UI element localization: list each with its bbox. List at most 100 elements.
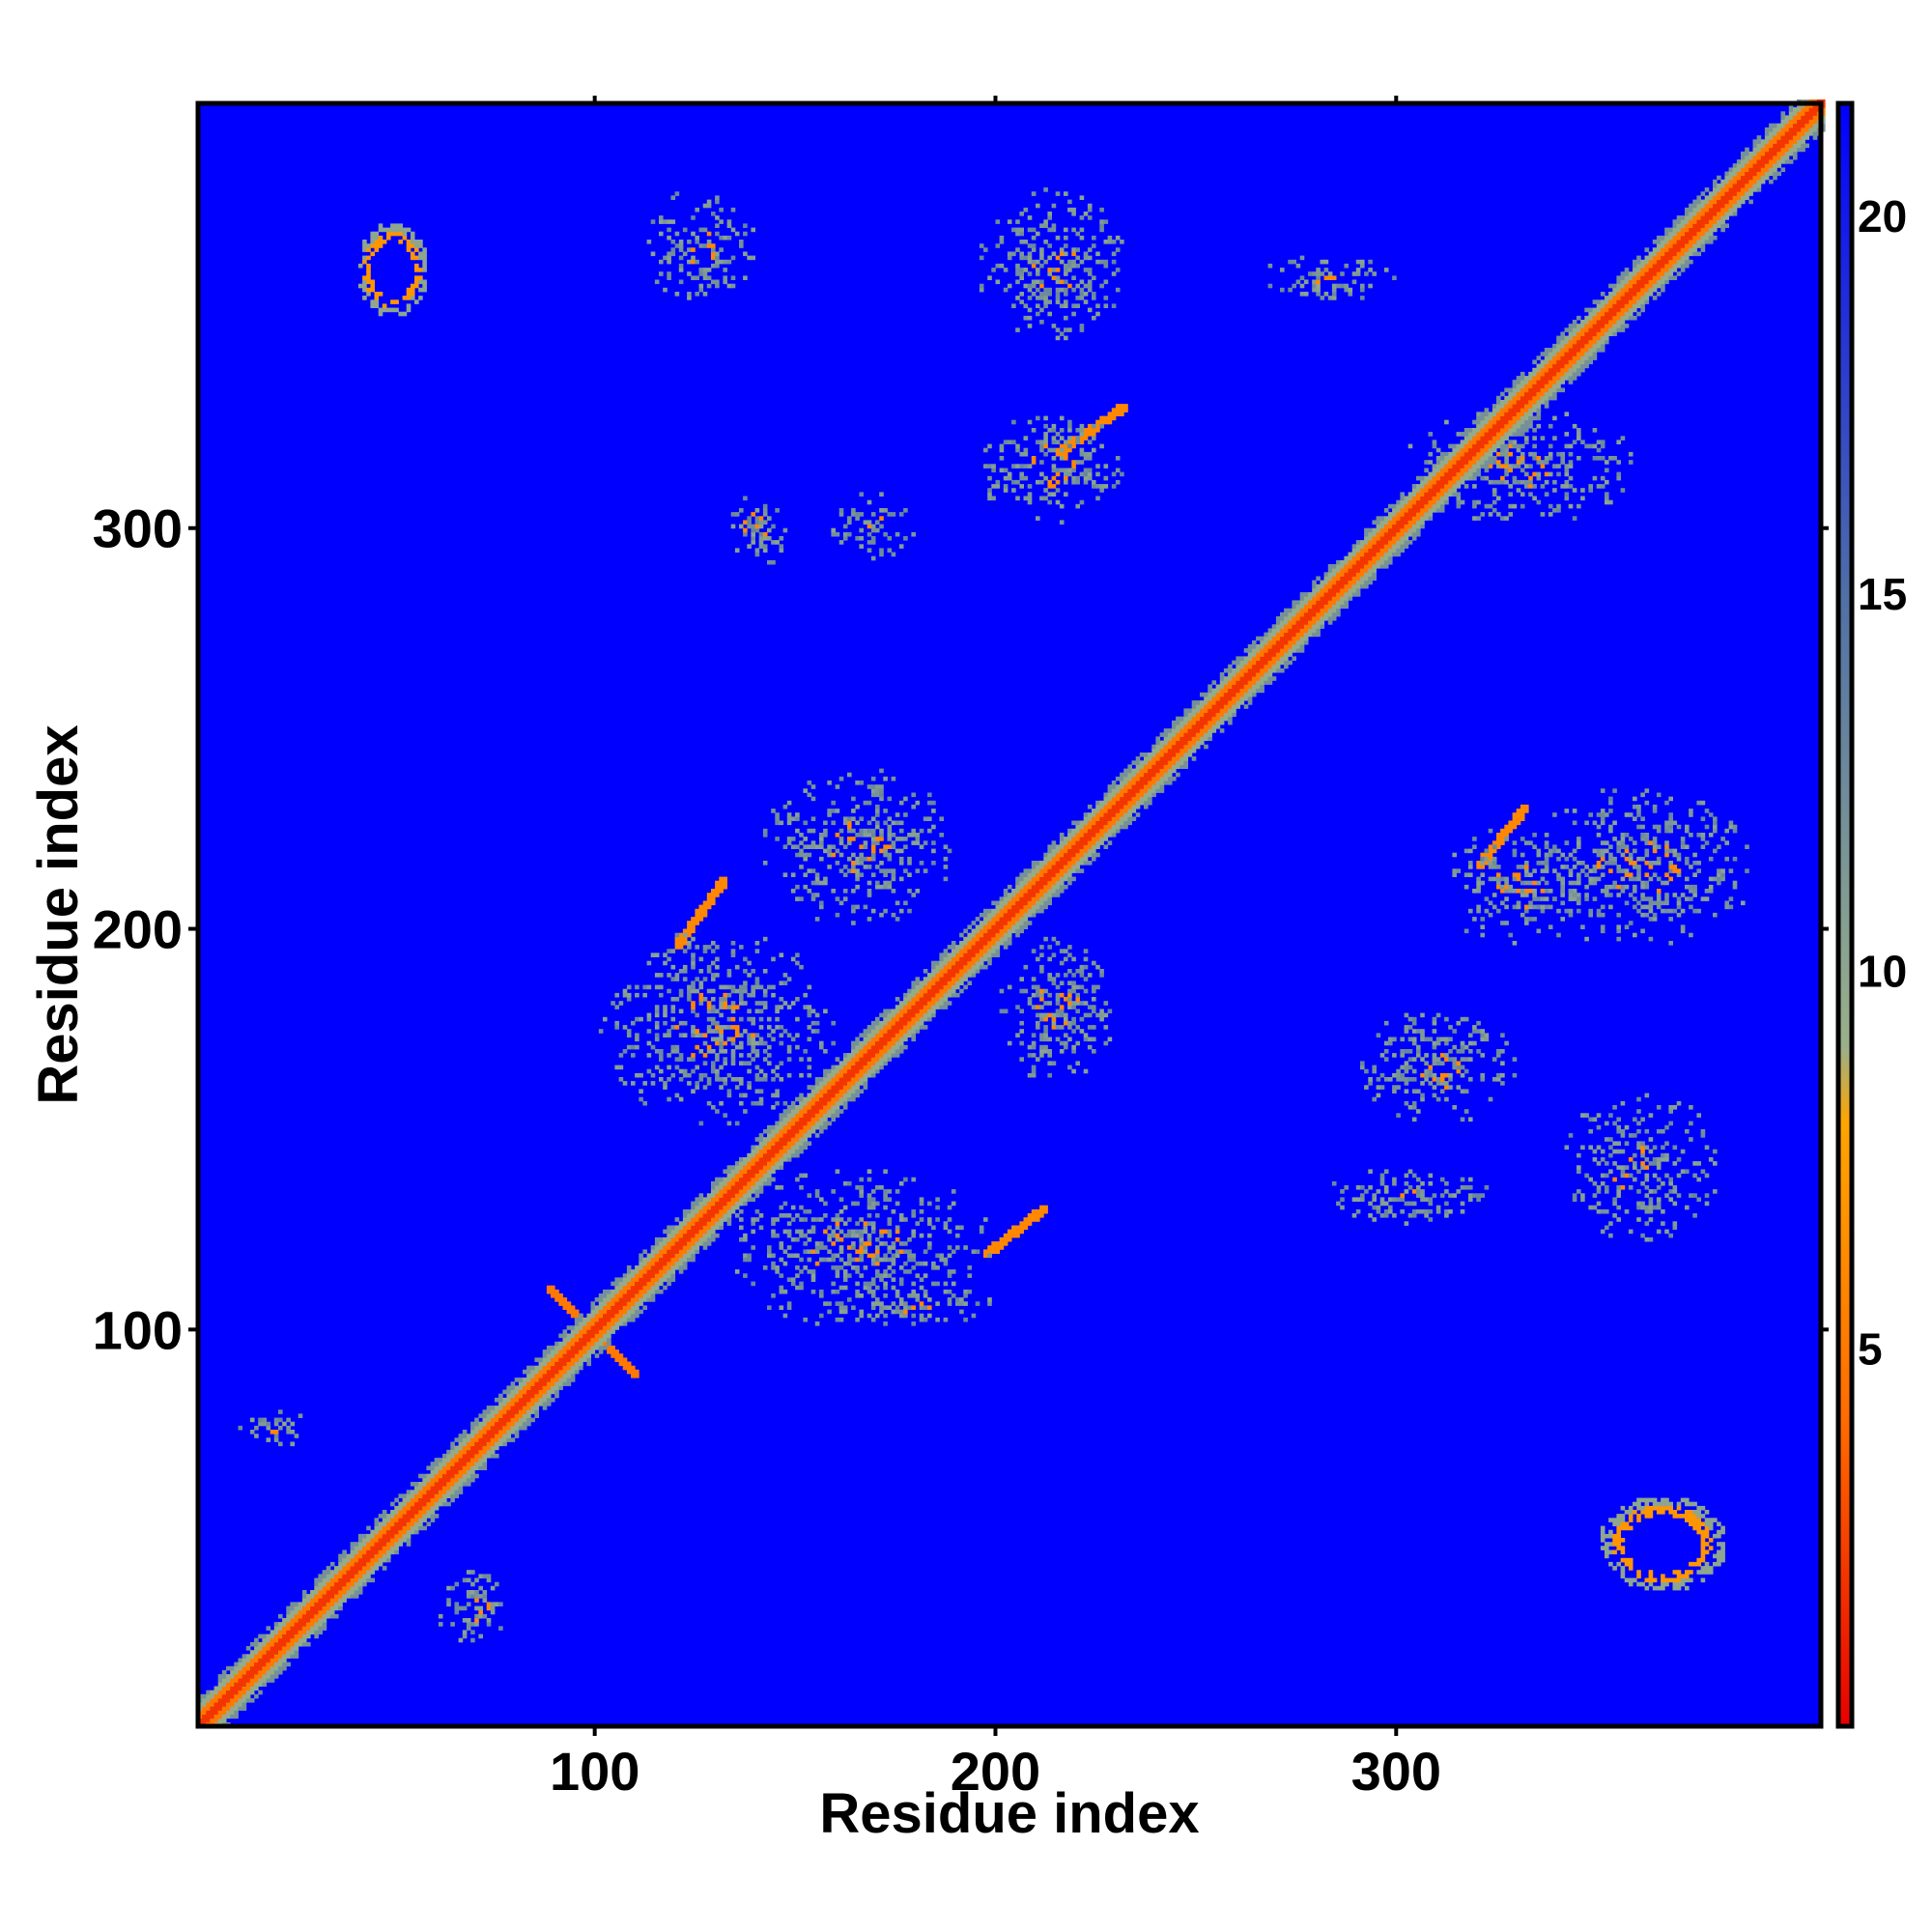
heatmap-cell [747,1016,752,1022]
heatmap-cell [1524,868,1529,873]
heatmap-cell [762,833,768,838]
heatmap-cell [1087,279,1093,285]
heatmap-cell [1696,868,1701,873]
diagonal-cell [278,1634,283,1639]
heatmap-cell [1644,896,1650,901]
heatmap-cell [1700,833,1706,838]
heatmap-cell [1628,1577,1634,1583]
heatmap-cell [1624,924,1630,929]
heatmap-cell [999,235,1005,241]
heatmap-cell [1704,889,1710,894]
heatmap-cell [646,1012,652,1018]
heatmap-cell [859,536,864,541]
heatmap-cell [999,988,1005,994]
heatmap-cell [867,893,872,897]
heatmap-cell [1540,876,1546,882]
heatmap-cell [1648,1161,1654,1166]
diagonal-cell [202,1693,207,1699]
heatmap-cell [771,1105,776,1110]
heatmap-cell [842,1221,848,1226]
heatmap-cell [751,992,755,998]
heatmap-cell [1548,456,1553,461]
heatmap-cell [887,1265,893,1270]
heatmap-cell [807,1072,812,1078]
diagonal-cell [294,1641,299,1647]
heatmap-cell [1633,1152,1637,1158]
heatmap-cell [835,531,840,537]
heatmap-cell [863,800,868,806]
heatmap-cell [879,1277,884,1282]
heatmap-cell [1047,447,1052,453]
heatmap-cell [1411,1057,1417,1062]
heatmap-cell [1508,484,1513,489]
heatmap-cell [867,548,872,553]
heatmap-cell [1516,447,1521,453]
heatmap-cell [1528,479,1533,485]
heatmap-cell [1620,840,1626,845]
diagonal-cell [262,1682,267,1687]
heatmap-cell [1043,1016,1048,1022]
heatmap-cell [1584,896,1589,901]
heatmap-cell [963,1317,968,1322]
heatmap-cell [1696,861,1701,866]
heatmap-cell [767,516,772,521]
heatmap-cell [1620,876,1626,882]
heatmap-cell [1605,848,1609,854]
heatmap-cell [842,1233,848,1238]
heatmap-cell [1708,812,1714,817]
diagonal-cell [398,1542,403,1547]
heatmap-cell [674,292,680,297]
heatmap-cell [1344,287,1349,293]
diagonal-cell [394,1518,399,1522]
heatmap-cell [674,231,680,237]
diagonal-cell [354,1577,359,1583]
diagonal-cell [354,1561,359,1567]
diagonal-cell [314,1613,319,1619]
heatmap-cell [923,1317,928,1322]
heatmap-cell [1023,1221,1029,1226]
heatmap-cell [1605,499,1609,505]
heatmap-cell [1067,952,1072,957]
heatmap-cell [691,924,696,929]
heatmap-cell [851,1229,856,1235]
heatmap-cell [1605,1137,1609,1142]
heatmap-cell [1003,1009,1009,1014]
heatmap-cell [1383,1020,1389,1026]
heatmap-cell [1700,1505,1706,1511]
heatmap-cell [1652,1497,1658,1503]
heatmap-cell [1636,1145,1641,1151]
heatmap-cell [1572,440,1577,444]
heatmap-cell [706,243,712,248]
heatmap-cell [1372,1197,1377,1202]
diagonal-cell [334,1577,339,1583]
diagonal-cell [326,1590,331,1595]
heatmap-cell [1652,840,1658,845]
diagonal-cell [390,1538,395,1543]
heatmap-cell [1717,1557,1721,1563]
heatmap-cell [1633,904,1637,910]
diagonal-cell [329,1605,335,1611]
diagonal-cell [266,1658,271,1663]
heatmap-cell [782,1261,788,1266]
diagonal-cell [238,1669,243,1675]
heatmap-cell [903,812,908,817]
heatmap-cell [847,1233,852,1238]
heatmap-cell [418,275,423,280]
diagonal-cell [362,1533,367,1539]
heatmap-cell [1717,1553,1721,1559]
heatmap-cell [1633,1510,1637,1515]
diagonal-cell [230,1690,235,1695]
heatmap-cell [654,952,660,957]
heatmap-cell [1668,796,1673,802]
diagonal-cell [290,1630,295,1634]
heatmap-cell [743,1001,748,1006]
diagonal-cell [294,1605,299,1611]
heatmap-cell [723,992,727,998]
heatmap-cell [947,1269,952,1274]
heatmap-cell [691,921,696,925]
heatmap-cell [1624,833,1630,838]
heatmap-cell [1668,828,1673,834]
heatmap-cell [366,263,371,269]
diagonal-cell [318,1598,323,1603]
heatmap-cell [1059,1005,1065,1009]
